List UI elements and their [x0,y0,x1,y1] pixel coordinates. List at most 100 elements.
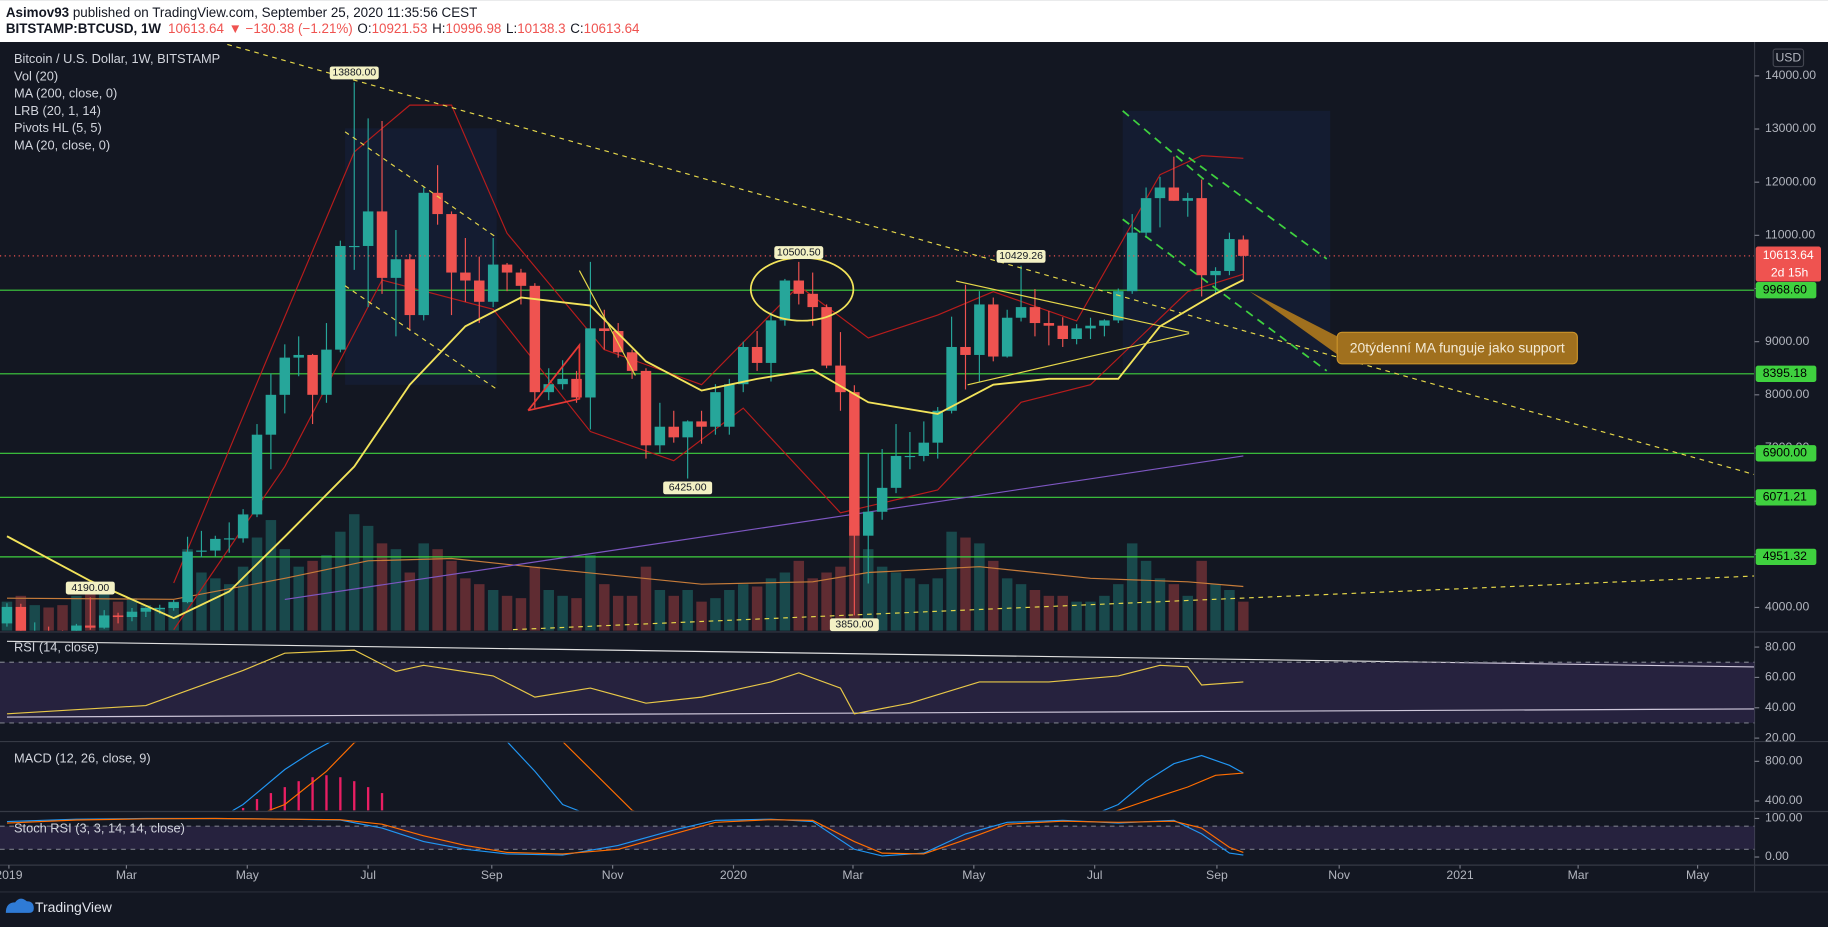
currency-box [1772,48,1805,68]
candle-body [432,192,443,215]
pivot-label: 10500.50 [777,247,821,258]
volume-bar [348,514,360,631]
level-tag [1755,548,1817,566]
x-tick-label: Jul [360,868,376,882]
candle-body [835,365,846,393]
candle-body [946,346,957,411]
candle-body [112,615,124,618]
countdown: 2d 15h [1771,266,1809,280]
candle-body [1140,198,1152,233]
brand: TradingView [35,899,113,915]
volume-bar [376,543,388,631]
histogram-bar [297,781,300,811]
volume-bar [557,595,568,631]
volume-bar [487,589,499,631]
pivot-label: 6425.00 [669,483,707,494]
y-tick-label: 8000.00 [1765,387,1809,401]
candle-body [71,625,82,631]
volume-bar [1099,595,1110,631]
main-pane [0,82,1755,631]
volume-bar [529,566,541,631]
channel-line [1176,148,1328,260]
candle-body [557,378,568,385]
volume-bar [974,543,985,631]
candle-body [654,426,666,446]
volume-bar [223,584,235,631]
candle-body [98,615,110,628]
o-label: O: [357,21,371,36]
candle-body [140,607,152,612]
candle-body [460,272,471,281]
candle-body [960,346,971,355]
volume-bar [779,572,791,631]
candle-body [390,259,402,278]
drawings [6,43,1755,718]
x-tick-label: May [1686,868,1710,882]
volume-bar [29,605,40,631]
volume-bar [335,531,346,631]
volume-bar [1182,595,1194,631]
level-tag [1755,445,1817,462]
volume-bar [960,537,971,631]
volume-bar [515,598,527,631]
y-tick-label: 800.00 [1765,754,1803,768]
pivot-tag [996,249,1046,263]
candle-body [626,352,638,371]
volume-bar [362,525,374,631]
candle-body [1126,232,1138,292]
level-label: 8395.18 [1763,366,1807,380]
indicator-name: MA (200, close, 0) [14,86,117,101]
volume-bar [1071,601,1082,631]
volume-bar [390,549,402,631]
x-tick-label: 2021 [1446,868,1473,882]
volume-bar [1196,560,1207,631]
y-tick-label: 11000.00 [1765,228,1815,242]
currency: USD [1775,51,1801,65]
x-tick-label: Mar [116,868,137,882]
h-label: H: [432,21,445,36]
volume-bar [1224,589,1235,631]
pivot-tag [663,481,713,495]
volume-bar [279,549,291,631]
trendline [344,285,496,389]
candle-body [85,625,96,628]
candle-body [529,285,541,393]
candle-body [1043,323,1055,326]
histogram-bar [325,775,328,811]
candle-body [1154,187,1166,199]
histogram-bar [241,807,245,811]
histogram-bar [269,793,273,811]
indicator-line [6,649,1244,715]
candle-body [876,487,888,512]
volume-bar [807,578,818,631]
candle-body [154,607,166,610]
x-tick-label: Sep [1206,868,1228,882]
volume-bar [946,531,957,631]
x-tick-label: Nov [602,868,625,882]
histogram-bar [380,793,384,811]
volume-bar [654,589,666,631]
pane-title: MACD (12, 26, close, 9) [14,750,151,765]
indicator-name: MA (20, close, 0) [14,137,110,152]
level-label: 9968.60 [1763,282,1807,296]
volume-bar [793,560,805,631]
candle-body [126,611,138,618]
trendline [344,131,496,238]
volume-bar [1238,601,1249,631]
candle-body [1224,239,1235,271]
candle-body [585,328,596,398]
level-tag [1755,489,1817,506]
candle-body [15,606,27,631]
candle-body [932,410,943,443]
volume-bar [599,584,610,631]
volume-bar [460,578,471,631]
volume-bar [1168,584,1180,631]
candle-body [182,551,193,603]
pivot-tag [774,246,824,259]
volume-bar [640,566,652,631]
indicator-line [232,742,1244,811]
histogram-bar [255,799,259,811]
trendline [512,575,1755,631]
candle-body [474,280,485,302]
y-tick-label: 60.00 [1765,670,1796,684]
